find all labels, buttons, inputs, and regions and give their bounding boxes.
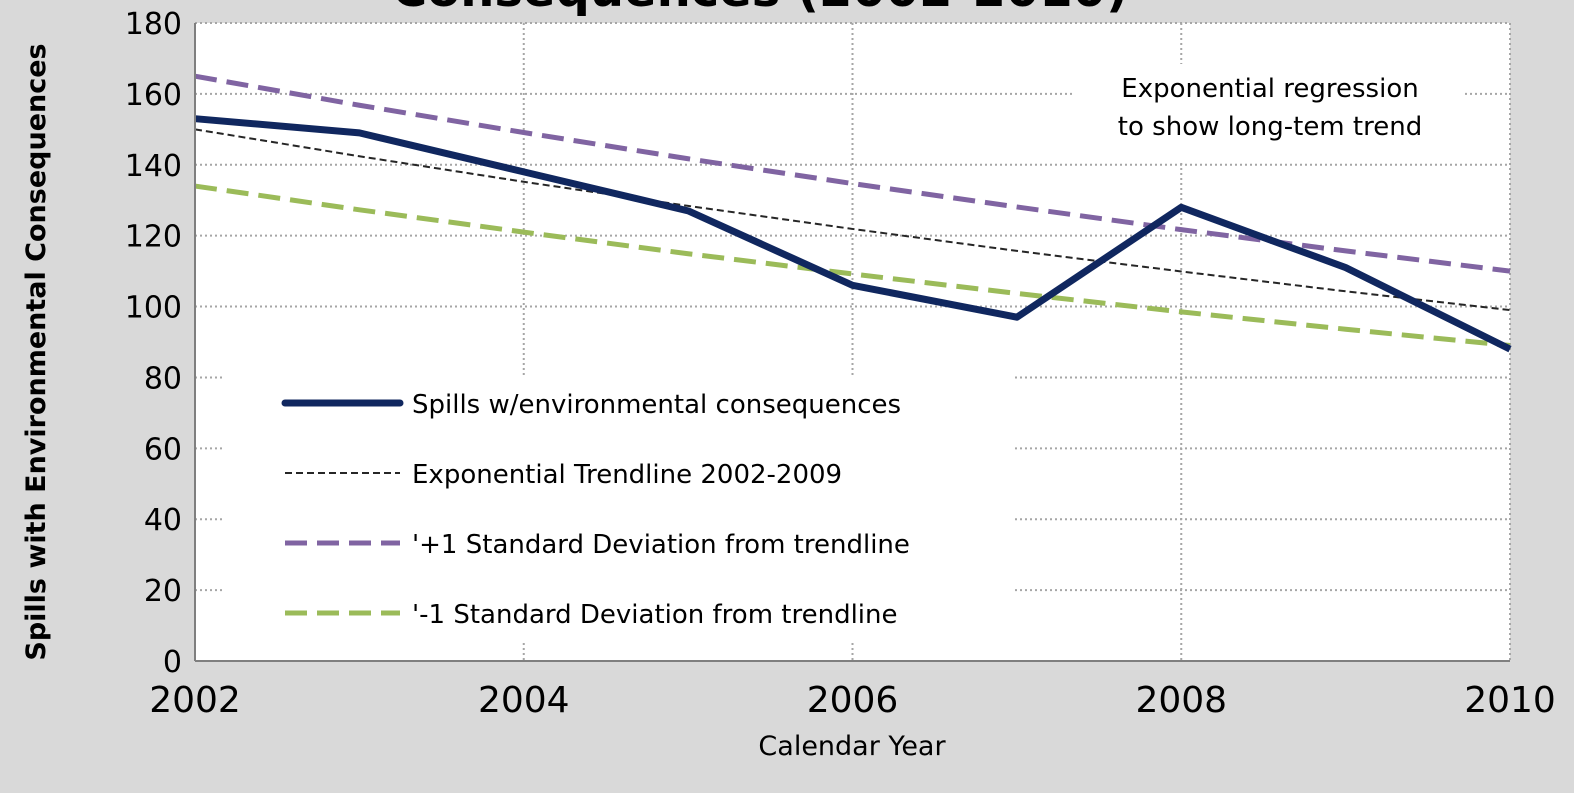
y-tick-label: 120 [125, 220, 182, 255]
series-line [194, 183, 1511, 349]
x-tick-label: 2004 [478, 680, 570, 721]
annotation: to show long-tem trend [1118, 112, 1422, 142]
y-tick-label: 60 [144, 432, 182, 467]
series-line [194, 128, 1511, 312]
legend-label: '-1 Standard Deviation from trendline [412, 600, 898, 630]
y-tick-label: 180 [125, 7, 182, 42]
legend-box [222, 376, 1012, 642]
y-axis-title: Spills with Environmental Consequences [21, 43, 52, 660]
legend-label: Exponential Trendline 2002-2009 [412, 460, 842, 490]
legend-label: '+1 Standard Deviation from trendline [412, 530, 910, 560]
y-tick-label: 100 [125, 291, 182, 326]
x-tick-label: 2002 [149, 680, 241, 721]
legend: Spills w/environmental consequences Expon… [281, 390, 910, 630]
lines [194, 73, 1512, 353]
annotation: Exponential regression [1121, 74, 1418, 104]
series-line [194, 115, 1512, 353]
x-tick-label: 2010 [1464, 680, 1556, 721]
annotation-box [1072, 64, 1464, 162]
x-axis-title: Calendar Year [758, 731, 946, 762]
y-tick-label: 40 [144, 503, 182, 538]
legend-label: Spills w/environmental consequences [412, 390, 901, 420]
y-tick-label: 80 [144, 361, 182, 396]
y-tick-label: 160 [125, 78, 182, 113]
chart-title: Consequences (2002-2010) [392, 0, 1128, 18]
y-tick-label: 20 [144, 574, 182, 609]
x-tick-label: 2008 [1135, 680, 1227, 721]
y-tick-label: 0 [163, 645, 182, 680]
x-tick-label: 2006 [807, 680, 899, 721]
y-tick-label: 140 [125, 149, 182, 184]
